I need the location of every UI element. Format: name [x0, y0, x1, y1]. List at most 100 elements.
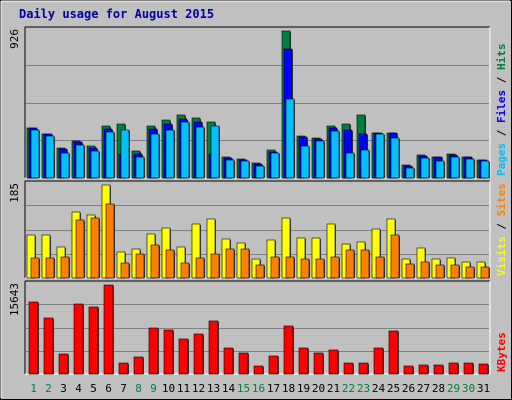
bar-sites-29 — [450, 264, 460, 279]
bar-sites-24 — [375, 256, 385, 279]
x-tick-label-1: 1 — [30, 382, 37, 395]
bar-pages-29 — [450, 156, 460, 179]
bar-kbytes-25 — [388, 330, 399, 375]
bar-sites-19 — [300, 258, 310, 279]
x-tick-label-19: 19 — [297, 382, 310, 395]
bar-pages-7 — [120, 129, 130, 179]
x-tick-label-23: 23 — [357, 382, 370, 395]
x-tick-label-13: 13 — [207, 382, 220, 395]
bar-sites-11 — [180, 262, 190, 279]
bar-pages-10 — [165, 129, 175, 179]
x-tick-label-2: 2 — [45, 382, 52, 395]
bar-kbytes-28 — [433, 364, 444, 375]
bar-pages-2 — [45, 135, 55, 179]
bar-sites-1 — [30, 257, 40, 279]
x-tick-label-20: 20 — [312, 382, 325, 395]
y-max-label: 15643 — [8, 283, 21, 316]
bar-pages-14 — [225, 159, 235, 179]
legend: Pages / Files / Hits — [495, 44, 508, 177]
x-tick-label-10: 10 — [162, 382, 175, 395]
bar-pages-1 — [30, 129, 40, 179]
bar-sites-13 — [210, 253, 220, 279]
panel-pages-files-hits: 926 Pages / Files / Hits — [8, 26, 508, 179]
bar-pages-16 — [255, 165, 265, 179]
bar-kbytes-31 — [478, 363, 489, 375]
x-tick-label-12: 12 — [192, 382, 205, 395]
y-max-label: 926 — [8, 29, 21, 49]
bar-sites-31 — [480, 266, 490, 279]
bar-sites-12 — [195, 257, 205, 279]
bar-sites-21 — [330, 256, 340, 279]
bar-kbytes-15 — [238, 352, 249, 375]
bar-sites-16 — [255, 264, 265, 279]
bar-pages-23 — [360, 149, 370, 179]
bar-sites-3 — [60, 256, 70, 279]
bar-sites-30 — [465, 266, 475, 279]
bar-kbytes-18 — [283, 325, 294, 375]
chart-panels: 926 Pages / Files / Hits 185 Visits / Sites… — [8, 26, 508, 375]
bar-pages-8 — [135, 156, 145, 179]
x-tick-label-8: 8 — [135, 382, 142, 395]
bar-pages-21 — [330, 130, 340, 179]
bar-sites-2 — [45, 257, 55, 279]
legend-files: Files — [495, 90, 508, 123]
bar-pages-12 — [195, 126, 205, 179]
bar-sites-20 — [315, 258, 325, 279]
bar-kbytes-27 — [418, 364, 429, 375]
bar-sites-10 — [165, 249, 175, 279]
bar-pages-30 — [465, 158, 475, 179]
bar-pages-31 — [480, 160, 490, 179]
legend-separator: / — [495, 123, 508, 143]
bar-sites-4 — [75, 219, 85, 279]
chart-title: Daily usage for August 2015 — [19, 7, 214, 21]
bar-pages-18 — [285, 98, 295, 179]
bar-pages-24 — [375, 133, 385, 179]
bar-pages-26 — [405, 167, 415, 179]
bar-pages-9 — [150, 133, 160, 179]
bar-kbytes-11 — [178, 338, 189, 375]
bar-sites-25 — [390, 234, 400, 279]
bar-sites-22 — [345, 249, 355, 279]
bar-pages-6 — [105, 131, 115, 179]
bar-pages-19 — [300, 145, 310, 179]
bar-kbytes-4 — [73, 303, 84, 375]
bar-kbytes-23 — [358, 362, 369, 375]
bar-sites-7 — [120, 262, 130, 279]
bar-kbytes-9 — [148, 327, 159, 375]
bar-kbytes-3 — [58, 353, 69, 375]
x-tick-label-11: 11 — [177, 382, 190, 395]
bar-kbytes-22 — [343, 362, 354, 375]
panel-kbytes: 15643 KBytes — [8, 280, 508, 375]
legend-visits: Visits — [495, 236, 508, 276]
legend-sites: Sites — [495, 183, 508, 216]
bar-kbytes-24 — [373, 347, 384, 375]
bar-pages-22 — [345, 152, 355, 179]
x-tick-label-7: 7 — [120, 382, 127, 395]
legend-hits: Hits — [495, 44, 508, 71]
x-tick-label-6: 6 — [105, 382, 112, 395]
bar-kbytes-6 — [103, 284, 114, 375]
bar-sites-14 — [225, 248, 235, 279]
bar-sites-28 — [435, 264, 445, 279]
bar-pages-17 — [270, 152, 280, 179]
bar-kbytes-5 — [88, 306, 99, 375]
bar-pages-5 — [90, 150, 100, 179]
bar-kbytes-1 — [28, 301, 39, 375]
x-tick-label-9: 9 — [150, 382, 157, 395]
x-tick-label-25: 25 — [387, 382, 400, 395]
bar-sites-6 — [105, 203, 115, 279]
x-tick-label-3: 3 — [60, 382, 67, 395]
x-tick-label-18: 18 — [282, 382, 295, 395]
panel-bg — [25, 281, 490, 374]
bar-kbytes-30 — [463, 362, 474, 375]
panel-visits-sites: 185 Visits / Sites — [8, 180, 508, 279]
bar-sites-8 — [135, 253, 145, 279]
bar-kbytes-29 — [448, 362, 459, 375]
x-tick-label-16: 16 — [252, 382, 265, 395]
x-tick-label-27: 27 — [417, 382, 430, 395]
y-max-label: 185 — [8, 183, 21, 203]
x-tick-label-22: 22 — [342, 382, 355, 395]
bar-pages-11 — [180, 121, 190, 179]
x-tick-label-28: 28 — [432, 382, 445, 395]
